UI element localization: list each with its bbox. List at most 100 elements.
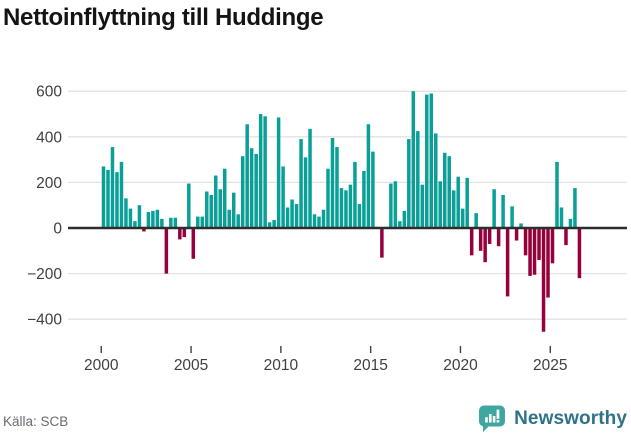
bar	[258, 114, 263, 228]
bar	[303, 157, 308, 228]
bar	[380, 228, 384, 258]
chart-title: Nettoinflyttning till Huddinge	[3, 4, 324, 31]
bar	[416, 131, 420, 228]
bar	[182, 228, 187, 238]
bar	[312, 214, 317, 228]
y-axis-label: 400	[36, 129, 62, 146]
bar	[110, 147, 115, 228]
bar	[438, 181, 442, 228]
bar	[101, 166, 106, 228]
bar	[321, 209, 326, 228]
bar	[456, 176, 460, 228]
bar	[474, 213, 478, 228]
x-axis-label: 2020	[443, 357, 478, 374]
bar	[398, 221, 402, 228]
bar	[330, 137, 335, 228]
bar	[411, 91, 416, 228]
y-axis-label: 200	[36, 175, 62, 192]
bar	[510, 206, 514, 228]
bar	[460, 208, 465, 228]
bar	[362, 171, 366, 228]
bar	[447, 156, 451, 228]
bar	[469, 228, 474, 256]
bar	[339, 188, 344, 228]
bar	[222, 168, 227, 228]
newsworthy-brand: Newsworthy	[478, 404, 627, 433]
bar	[169, 217, 173, 228]
bar	[263, 116, 267, 228]
bar	[218, 189, 222, 228]
x-axis-label: 2000	[84, 357, 119, 374]
bar	[227, 209, 231, 228]
x-axis-label: 2010	[264, 357, 299, 374]
bar	[335, 147, 339, 228]
bar	[487, 228, 492, 244]
x-axis-label: 2015	[353, 357, 387, 374]
bar	[209, 194, 214, 228]
bar	[267, 222, 272, 228]
bar	[205, 191, 209, 228]
bar	[564, 228, 568, 246]
bar	[348, 184, 353, 228]
bar	[568, 218, 573, 228]
bar	[483, 228, 487, 263]
x-axis-label: 2025	[533, 357, 567, 374]
newsworthy-logo-icon	[479, 405, 506, 432]
bar	[523, 228, 528, 256]
bar	[191, 228, 196, 259]
bar	[541, 228, 546, 332]
bar	[240, 156, 245, 228]
bar	[573, 188, 577, 228]
bar	[393, 181, 398, 228]
bar	[294, 204, 299, 228]
bar	[308, 128, 312, 228]
y-axis-label: −400	[27, 312, 62, 329]
bar	[434, 133, 438, 228]
bar	[514, 228, 519, 241]
bar	[389, 183, 393, 228]
bar	[173, 217, 178, 228]
bar	[402, 210, 407, 228]
bar	[200, 216, 205, 228]
y-axis-label: 600	[36, 84, 62, 101]
bar	[478, 228, 483, 251]
bar	[577, 228, 582, 279]
bar	[366, 124, 371, 228]
bar	[231, 192, 236, 228]
bar	[537, 228, 541, 260]
bar	[196, 216, 200, 228]
bar	[505, 228, 510, 297]
bar	[245, 124, 249, 228]
bar	[151, 210, 155, 228]
bar	[532, 228, 537, 275]
bar	[353, 161, 357, 228]
bar	[155, 209, 160, 228]
bar	[133, 221, 137, 228]
bar	[281, 166, 285, 228]
bar	[555, 161, 559, 228]
bar	[317, 216, 321, 228]
bar	[451, 190, 456, 228]
bar	[299, 139, 303, 228]
bar	[290, 199, 294, 228]
bar	[178, 228, 182, 240]
bar	[272, 220, 276, 228]
bar	[276, 117, 281, 228]
bar	[357, 204, 362, 228]
bar	[326, 168, 330, 228]
bar	[546, 228, 550, 298]
bar	[496, 228, 501, 247]
bar	[146, 212, 151, 228]
y-axis-label: −200	[27, 266, 62, 283]
bar	[465, 177, 469, 228]
source-note: Källa: SCB	[3, 414, 69, 429]
brand-name: Newsworthy	[514, 407, 627, 429]
bar	[442, 152, 447, 228]
bar	[249, 148, 254, 228]
bar	[160, 218, 164, 228]
bar	[214, 175, 218, 228]
bar	[407, 139, 411, 228]
bar	[528, 228, 532, 276]
